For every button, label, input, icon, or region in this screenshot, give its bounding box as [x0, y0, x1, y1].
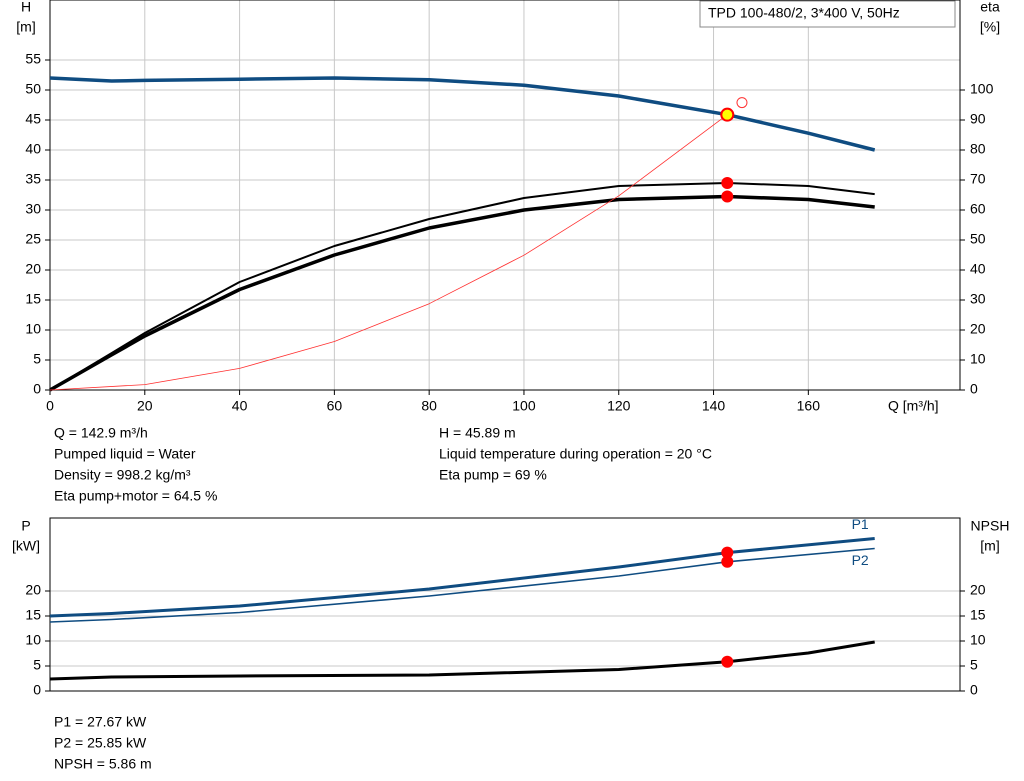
- operating-point: [720, 107, 735, 122]
- y2-axis-unit: [m]: [980, 538, 999, 554]
- info-text: Liquid temperature during operation = 20…: [439, 446, 712, 462]
- y-tick-label: 15: [25, 291, 41, 307]
- series-label: P2: [852, 552, 869, 568]
- y2-tick-label: 90: [970, 111, 986, 127]
- y2-tick-label: 10: [970, 632, 986, 648]
- x-tick-label: 60: [327, 398, 343, 414]
- y2-tick-label: 70: [970, 171, 986, 187]
- legend-box: [699, 0, 956, 28]
- x-tick-label: 20: [137, 398, 153, 414]
- y2-tick-label: 60: [970, 201, 986, 217]
- y-tick-label: 25: [25, 231, 41, 247]
- series-label: P1: [852, 516, 869, 532]
- y-tick-label: 40: [25, 141, 41, 157]
- y2-axis-unit: [%]: [980, 19, 1000, 35]
- info-text: Eta pump = 69 %: [439, 467, 547, 483]
- series-line: [49, 537, 875, 618]
- x-tick-label: 160: [797, 398, 821, 414]
- series-line: [49, 194, 875, 392]
- y2-tick-label: 30: [970, 291, 986, 307]
- series-line: [49, 114, 728, 391]
- legend-text: TPD 100-480/2, 3*400 V, 50Hz: [708, 5, 900, 21]
- y-tick-label: 0: [33, 682, 41, 698]
- operating-point: [721, 190, 734, 203]
- x-tick-label: 140: [702, 398, 726, 414]
- y-axis-unit: [m]: [16, 19, 35, 35]
- y2-tick-label: 80: [970, 141, 986, 157]
- y2-tick-label: 40: [970, 261, 986, 277]
- y-tick-label: 10: [25, 321, 41, 337]
- y-tick-label: 15: [25, 607, 41, 623]
- info-text: Density = 998.2 kg/m³: [54, 467, 191, 483]
- info-text: Pumped liquid = Water: [54, 446, 196, 462]
- operating-point: [736, 97, 748, 109]
- y-axis-label: P: [21, 518, 30, 534]
- y-tick-label: 5: [33, 657, 41, 673]
- x-tick-label: 120: [607, 398, 631, 414]
- y-tick-label: 55: [25, 51, 41, 67]
- y-axis-unit: [kW]: [12, 538, 40, 554]
- y-tick-label: 20: [25, 582, 41, 598]
- y2-axis-label: NPSH: [971, 518, 1010, 534]
- operating-point: [721, 655, 734, 668]
- info-text: NPSH = 5.86 m: [54, 756, 152, 772]
- y2-tick-label: 0: [970, 381, 978, 397]
- series-line: [49, 640, 875, 681]
- operating-point: [721, 546, 734, 559]
- info-text: Eta pump+motor = 64.5 %: [54, 488, 217, 504]
- y-tick-label: 10: [25, 632, 41, 648]
- series-line: [49, 76, 876, 152]
- x-axis-label: Q [m³/h]: [888, 398, 939, 414]
- y-axis-label: H: [21, 0, 31, 15]
- operating-point: [721, 177, 734, 189]
- y2-tick-label: 20: [970, 582, 986, 598]
- operating-point: [721, 555, 734, 568]
- plot-frame: [49, 517, 961, 692]
- y-tick-label: 5: [33, 351, 41, 367]
- y2-tick-label: 10: [970, 351, 986, 367]
- y2-tick-label: 15: [970, 607, 986, 623]
- plot-frame: [49, 0, 961, 391]
- y-tick-label: 50: [25, 81, 41, 97]
- x-tick-label: 0: [46, 398, 54, 414]
- y2-tick-label: 0: [970, 682, 978, 698]
- y-tick-label: 20: [25, 261, 41, 277]
- x-tick-label: 80: [421, 398, 437, 414]
- info-text: Q = 142.9 m³/h: [54, 425, 148, 441]
- info-text: H = 45.89 m: [439, 425, 516, 441]
- x-tick-label: 100: [512, 398, 536, 414]
- info-text: P1 = 27.67 kW: [54, 714, 147, 730]
- y2-tick-label: 20: [970, 321, 986, 337]
- y-tick-label: 45: [25, 111, 41, 127]
- y-tick-label: 0: [33, 381, 41, 397]
- y2-axis-label: eta: [980, 0, 1000, 15]
- info-text: P2 = 25.85 kW: [54, 735, 147, 751]
- y2-tick-label: 50: [970, 231, 986, 247]
- y-tick-label: 30: [25, 201, 41, 217]
- x-tick-label: 40: [232, 398, 248, 414]
- y2-tick-label: 100: [970, 81, 994, 97]
- y2-tick-label: 5: [970, 657, 978, 673]
- y-tick-label: 35: [25, 171, 41, 187]
- series-line: [49, 182, 875, 391]
